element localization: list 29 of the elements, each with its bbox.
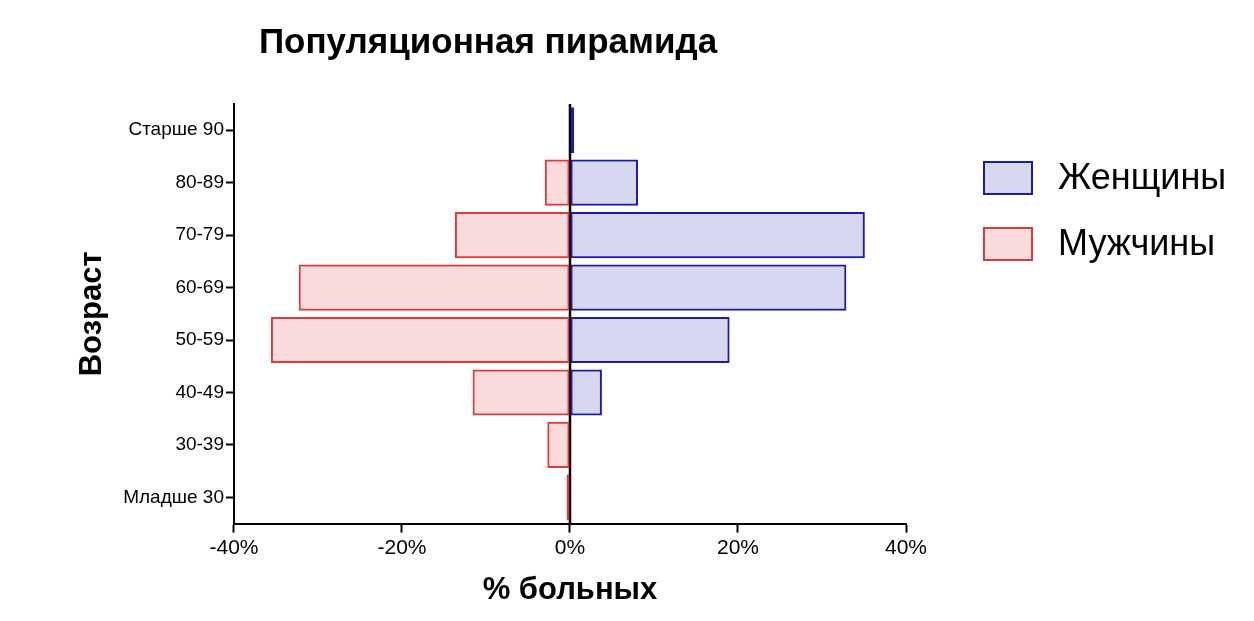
y-tick-label: 30-39 (175, 433, 224, 455)
y-tick-label: Младше 30 (123, 485, 224, 507)
bar (544, 159, 570, 206)
bar (547, 421, 570, 468)
y-tick-label: Старше 90 (128, 118, 224, 140)
chart-title: Популяционная пирамида (258, 20, 718, 60)
bar (472, 369, 570, 416)
y-tick-label: 60-69 (175, 275, 224, 297)
x-tick-label: 0% (554, 535, 586, 558)
bar (570, 264, 847, 311)
bar (298, 264, 570, 311)
bar (570, 316, 730, 364)
bar (570, 159, 639, 206)
x-tick-label: -40% (209, 535, 259, 558)
bar (270, 316, 570, 364)
bar (570, 369, 602, 416)
x-axis-title: % больных (482, 570, 659, 606)
legend-label: Женщины (1058, 155, 1227, 197)
x-tick-label: 40% (884, 535, 928, 558)
y-tick-label: 70-79 (175, 223, 224, 245)
bar (570, 212, 865, 259)
x-tick-label: -20% (377, 535, 427, 558)
y-tick-label: 50-59 (175, 328, 224, 350)
y-axis-title: Возраст (73, 251, 109, 377)
y-tick-label: 80-89 (175, 170, 224, 192)
bar (454, 212, 570, 259)
legend-label: Мужчины (1058, 221, 1216, 263)
x-tick-label: 20% (716, 535, 760, 558)
y-tick-label: 40-49 (175, 380, 224, 402)
